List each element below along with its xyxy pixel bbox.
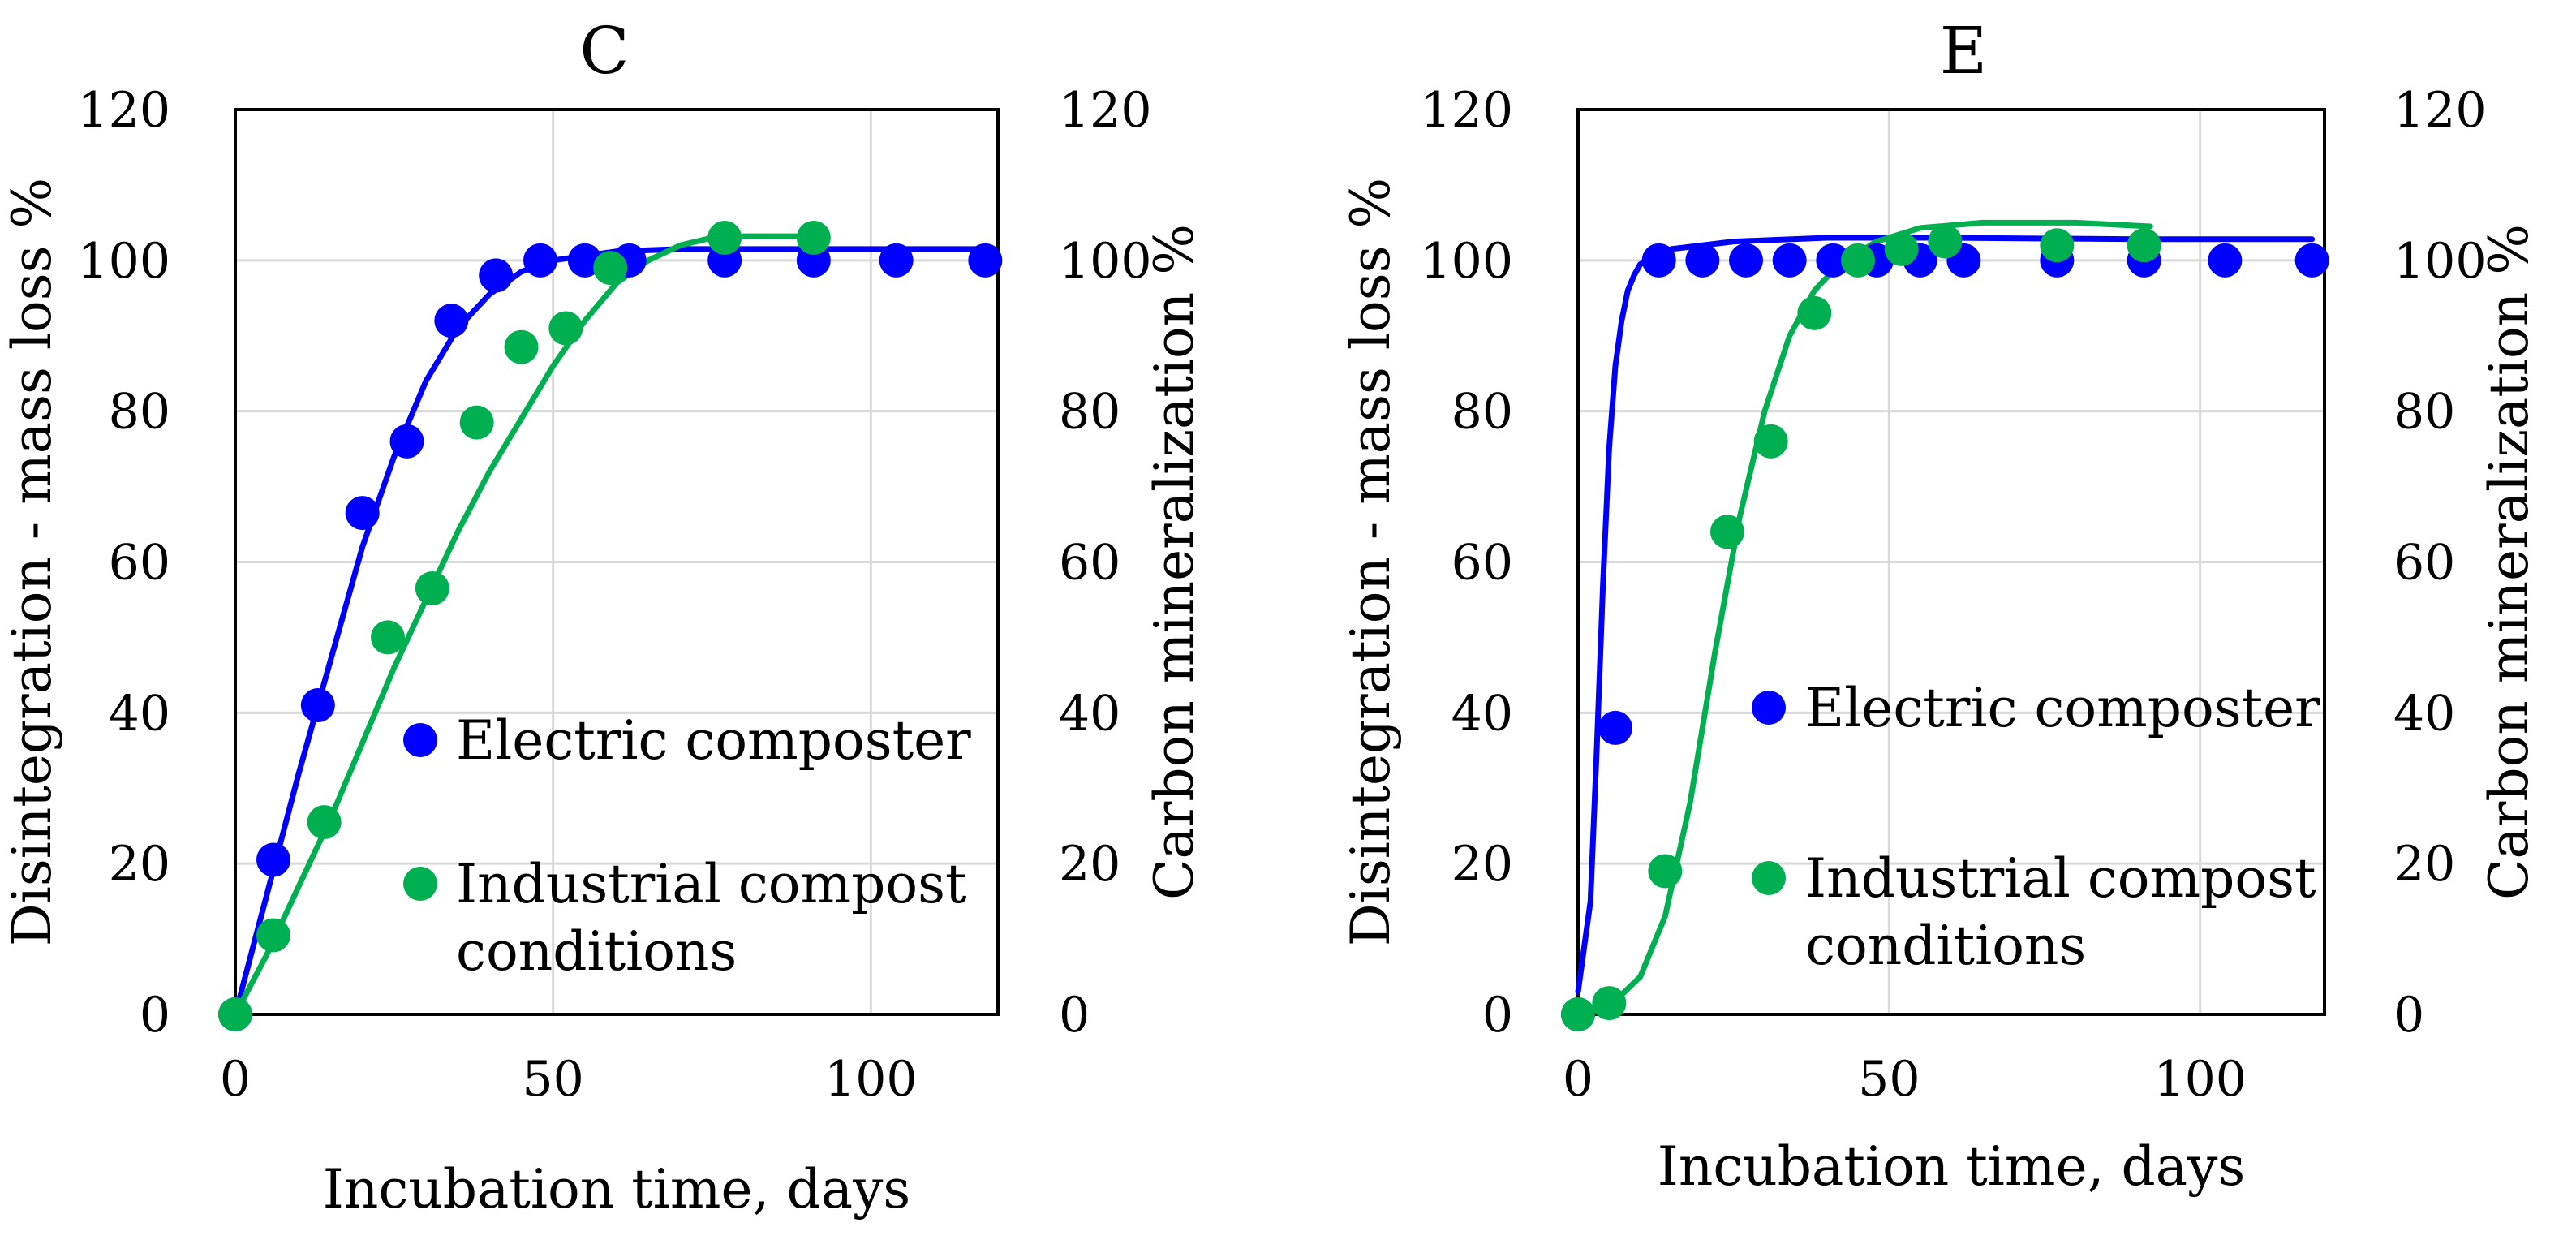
data-point-electric-composter xyxy=(345,496,380,531)
y-tick-label-left: 40 xyxy=(109,685,170,742)
y-tick-label-right: 60 xyxy=(1059,535,1120,592)
y-axis-title-right: Carbon mineralization % xyxy=(1143,224,1206,900)
data-point-electric-composter xyxy=(2208,243,2243,278)
data-point-electric-composter xyxy=(389,424,424,459)
legend: Electric composter Industrial compostcond… xyxy=(1752,677,2320,977)
data-point-electric-composter xyxy=(1598,710,1632,745)
x-tick-label: 50 xyxy=(522,1051,583,1108)
data-point-industrial-compost xyxy=(593,251,628,286)
y-tick-label-left: 100 xyxy=(77,233,170,290)
panel-title: C xyxy=(579,13,629,88)
legend-label-electric-composter: Electric composter xyxy=(1805,677,2320,739)
data-point-industrial-compost xyxy=(218,997,252,1031)
x-axis-title: Incubation time, days xyxy=(1658,1135,2246,1198)
data-point-industrial-compost xyxy=(1928,224,1963,259)
data-point-industrial-compost xyxy=(796,220,831,255)
y-tick-label-right: 40 xyxy=(2393,685,2455,742)
x-tick-label: 100 xyxy=(824,1051,918,1108)
y-tick-label-right: 60 xyxy=(2393,535,2455,592)
data-point-electric-composter xyxy=(1685,243,1720,278)
y-tick-label-left: 80 xyxy=(109,384,170,441)
data-point-industrial-compost xyxy=(1561,997,1595,1031)
y-tick-label-left: 60 xyxy=(109,535,170,592)
data-point-industrial-compost xyxy=(707,220,742,255)
y-axis-title-left: Disintegration - mass loss % xyxy=(1340,178,1402,946)
data-point-electric-composter xyxy=(2294,243,2329,278)
data-point-electric-composter xyxy=(256,842,290,877)
legend-label-industrial-compost-line2: conditions xyxy=(456,920,737,983)
panel-title: E xyxy=(1940,13,1987,88)
data-point-industrial-compost xyxy=(548,311,583,346)
plot-frame xyxy=(1576,108,2326,1016)
data-point-electric-composter xyxy=(523,243,557,278)
data-point-industrial-compost xyxy=(415,571,449,606)
legend-label-electric-composter: Electric composter xyxy=(456,709,971,772)
data-point-industrial-compost xyxy=(371,620,405,655)
y-tick-label-left: 60 xyxy=(1451,535,1513,592)
data-point-industrial-compost xyxy=(504,329,539,364)
data-point-industrial-compost xyxy=(2040,228,2075,263)
y-tick-label-right: 120 xyxy=(2393,82,2487,139)
x-tick-label: 0 xyxy=(220,1051,251,1108)
plot-frame xyxy=(234,108,1000,1016)
y-tick-label-left: 0 xyxy=(140,987,170,1044)
y-tick-label-right: 40 xyxy=(1059,685,1120,742)
x-tick-label: 100 xyxy=(2153,1051,2247,1108)
data-point-industrial-compost xyxy=(256,918,290,953)
y-tick-label-left: 20 xyxy=(109,836,170,893)
y-tick-label-right: 80 xyxy=(1059,384,1120,441)
data-point-electric-composter xyxy=(879,243,914,278)
y-tick-label-right: 0 xyxy=(2393,987,2424,1044)
y-tick-label-right: 20 xyxy=(1059,836,1120,893)
data-point-electric-composter xyxy=(434,304,469,338)
y-axis-title-right: Carbon mineralization % xyxy=(2478,224,2540,900)
legend-label-industrial-compost: Industrial compost xyxy=(1805,847,2316,910)
data-point-electric-composter xyxy=(300,688,335,723)
y-tick-label-right: 100 xyxy=(2393,233,2487,290)
y-axis-title-left: Disintegration - mass loss % xyxy=(1,178,63,946)
data-point-electric-composter xyxy=(1816,243,1851,278)
x-axis-title: Incubation time, days xyxy=(323,1158,911,1221)
data-point-electric-composter xyxy=(1772,243,1807,278)
y-tick-label-left: 80 xyxy=(1451,384,1513,441)
data-point-industrial-compost xyxy=(1648,854,1683,889)
y-tick-label-right: 20 xyxy=(2393,836,2455,893)
legend-marker-industrial-compost xyxy=(1752,861,1786,895)
legend: Electric composter Industrial compostcond… xyxy=(403,709,971,983)
legend-marker-industrial-compost xyxy=(403,867,437,901)
y-tick-label-right: 100 xyxy=(1059,233,1152,290)
y-tick-label-left: 20 xyxy=(1451,836,1513,893)
data-point-electric-composter xyxy=(1729,243,1763,278)
data-point-electric-composter xyxy=(1641,243,1676,278)
legend-label-industrial-compost-line2: conditions xyxy=(1805,915,2086,977)
y-tick-label-right: 120 xyxy=(1059,82,1152,139)
legend-label-industrial-compost: Industrial compost xyxy=(456,853,966,915)
data-point-industrial-compost xyxy=(1841,243,1875,278)
data-point-industrial-compost xyxy=(459,405,494,440)
x-tick-label: 50 xyxy=(1858,1051,1920,1108)
x-tick-label: 0 xyxy=(1563,1051,1593,1108)
data-point-industrial-compost xyxy=(1884,231,1919,266)
data-point-electric-composter xyxy=(479,258,514,293)
legend-marker-electric-composter xyxy=(1752,691,1786,725)
y-tick-label-left: 0 xyxy=(1482,987,1513,1044)
data-point-industrial-compost xyxy=(1753,424,1788,459)
data-point-industrial-compost xyxy=(2127,228,2161,263)
y-tick-label-left: 120 xyxy=(77,82,170,139)
legend-marker-electric-composter xyxy=(403,723,437,757)
data-point-industrial-compost xyxy=(1592,986,1627,1021)
y-tick-label-left: 40 xyxy=(1451,685,1513,742)
y-tick-label-left: 100 xyxy=(1420,233,1513,290)
data-point-industrial-compost xyxy=(1710,515,1744,549)
y-tick-label-left: 120 xyxy=(1420,82,1513,139)
data-point-industrial-compost xyxy=(1797,295,1832,330)
y-tick-label-right: 80 xyxy=(2393,384,2455,441)
data-point-industrial-compost xyxy=(307,805,342,840)
y-tick-label-right: 0 xyxy=(1059,987,1090,1044)
fit-curve-industrial-compost xyxy=(1575,219,2153,1018)
data-point-electric-composter xyxy=(968,243,1003,278)
